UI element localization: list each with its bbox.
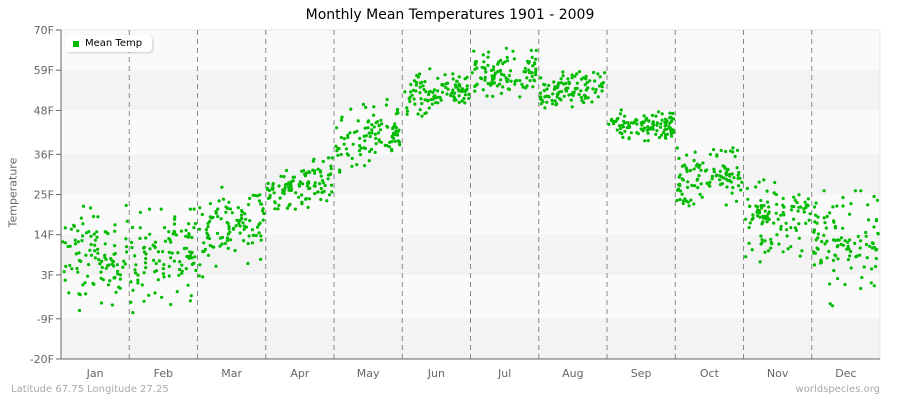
x-tick-label: May bbox=[357, 367, 380, 380]
y-tick-label: -20F bbox=[30, 353, 54, 366]
data-points bbox=[61, 46, 880, 315]
y-tick-label: -9F bbox=[37, 313, 54, 326]
x-tick-label: Jan bbox=[86, 367, 104, 380]
y-axis-label: Temperature bbox=[6, 157, 20, 228]
x-tick-label: Jun bbox=[427, 367, 445, 380]
legend[interactable]: Mean Temp bbox=[65, 35, 153, 52]
y-tick-label: 36F bbox=[34, 148, 54, 161]
y-tick-label: 48F bbox=[34, 104, 54, 117]
x-axis-ticks: Jan Feb Mar Apr May Jun Jul Aug Sep Oct Nov Dec bbox=[86, 367, 857, 380]
y-tick-label: 25F bbox=[34, 189, 54, 202]
x-tick-label: Dec bbox=[835, 367, 856, 380]
y-axis-ticks: 70F 59F 48F 36F 25F 14F 3F -9F -20F bbox=[30, 24, 61, 366]
month-dividers bbox=[128, 30, 813, 359]
x-tick-label: Feb bbox=[154, 367, 173, 380]
x-tick-label: Mar bbox=[221, 367, 242, 380]
y-tick-label: 70F bbox=[34, 24, 54, 37]
legend-label: Mean Temp bbox=[85, 38, 143, 49]
y-tick-label: 3F bbox=[41, 269, 54, 282]
y-tick-label: 59F bbox=[34, 64, 54, 77]
x-tick-label: Aug bbox=[562, 367, 583, 380]
source-link[interactable]: worldspecies.org bbox=[795, 384, 880, 395]
x-tick-label: Sep bbox=[631, 367, 652, 380]
legend-swatch-icon bbox=[73, 40, 79, 47]
x-tick-label: Oct bbox=[700, 367, 720, 380]
y-tick-label: 14F bbox=[34, 229, 54, 242]
x-tick-label: Jul bbox=[497, 367, 511, 380]
chart-title: Monthly Mean Temperatures 1901 - 2009 bbox=[305, 7, 595, 23]
x-tick-label: Nov bbox=[767, 367, 789, 380]
location-caption: Latitude 67.75 Longitude 27.25 bbox=[11, 384, 169, 395]
x-tick-label: Apr bbox=[290, 367, 310, 380]
